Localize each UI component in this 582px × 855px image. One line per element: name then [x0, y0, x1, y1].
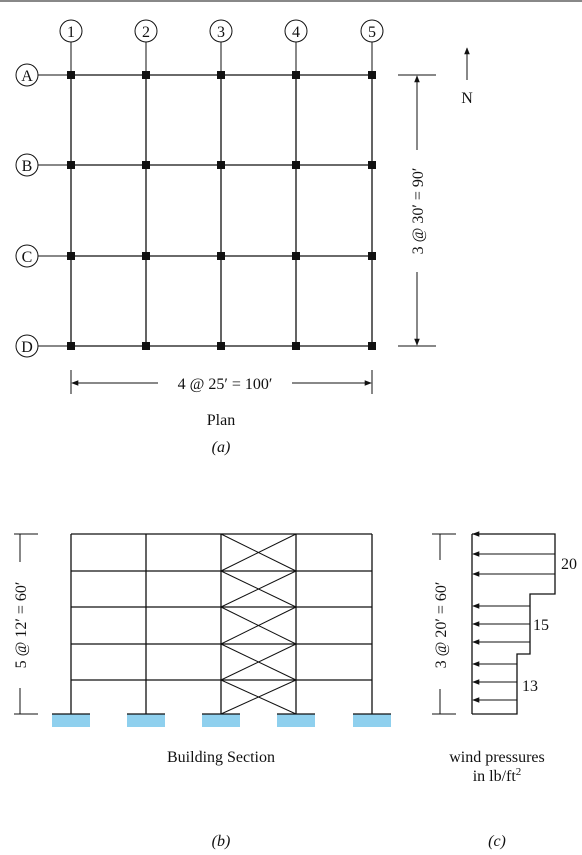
wind-pressure-top: 20: [561, 556, 577, 573]
footing: [353, 714, 391, 727]
plan-vertical-dimension: 3 @ 30′ = 90′: [398, 74, 436, 347]
row-line-c: C: [15, 244, 71, 268]
column-line-4: 4: [284, 19, 308, 75]
footing: [277, 714, 315, 727]
plan-horizontal-dimension-text: 4 @ 25′ = 100′: [178, 376, 273, 393]
row-line-a: A: [15, 63, 71, 87]
column-line-2: 2: [134, 19, 158, 75]
column-line-label: 2: [142, 24, 150, 41]
section-figure-label: (b): [212, 833, 231, 850]
wind-pressure-middle: 15: [533, 617, 549, 634]
column-line-label: 5: [368, 24, 376, 41]
section-vertical-dimension-text: 5 @ 12′ = 60′: [13, 582, 30, 669]
plan-figure-label: (a): [212, 439, 231, 456]
north-arrow-icon: N: [461, 47, 473, 107]
wind-vertical-dimension-text: 3 @ 20′ = 60′: [433, 582, 450, 669]
wind-title-line2: in lb/ft2: [473, 766, 522, 785]
plan-horizontal-dimension: 4 @ 25′ = 100′: [70, 370, 373, 394]
wind-pressure-diagram: 20 15 13 3 @ 20′ = 60′ wind pressures in…: [432, 531, 577, 850]
wind-units-exponent: 2: [516, 766, 522, 778]
footing: [127, 714, 165, 727]
column-line-1: 1: [59, 19, 83, 75]
column-line-5: 5: [360, 19, 384, 75]
column-line-label: 1: [67, 24, 75, 41]
row-line-b: B: [15, 153, 71, 177]
row-line-label: A: [21, 68, 33, 85]
plan-columns: [67, 71, 376, 350]
column-line-label: 4: [292, 24, 300, 41]
building-section: 5 @ 12′ = 60′ Building Section (b): [13, 533, 391, 850]
row-line-label: D: [21, 339, 33, 356]
footing: [202, 714, 240, 727]
plan-view: 1 2 3 4 5 A B: [15, 19, 473, 456]
plan-vertical-dimension-text: 3 @ 30′ = 90′: [410, 168, 427, 255]
row-line-label: C: [22, 249, 33, 266]
section-title: Building Section: [167, 749, 275, 766]
column-line-3: 3: [209, 19, 233, 75]
plan-title: Plan: [207, 412, 235, 429]
row-line-d: D: [15, 334, 71, 358]
plan-grid: [70, 74, 373, 347]
wind-title-line1: wind pressures: [449, 749, 545, 766]
wind-units: in lb/ft: [473, 768, 517, 785]
row-line-label: B: [22, 158, 33, 175]
footings: [52, 713, 391, 727]
footing: [52, 714, 90, 727]
wind-arrows: [472, 531, 555, 703]
column-line-label: 3: [217, 24, 225, 41]
section-vertical-dimension: 5 @ 12′ = 60′: [13, 533, 38, 715]
x-bracing: [220, 533, 297, 715]
section-frame: [70, 533, 373, 714]
wind-vertical-dimension: 3 @ 20′ = 60′: [432, 533, 456, 715]
wind-figure-label: (c): [488, 833, 506, 850]
wind-pressure-bottom: 13: [522, 678, 538, 695]
north-label: N: [461, 90, 473, 107]
